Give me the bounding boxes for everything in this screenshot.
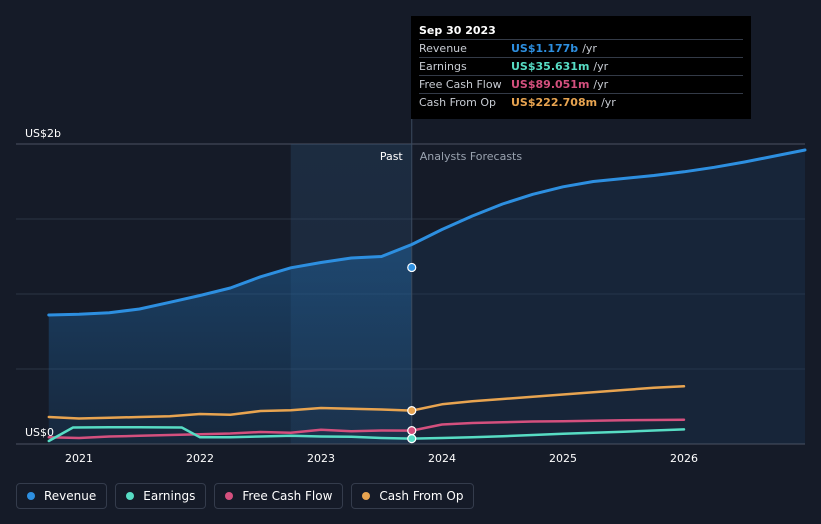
legend-item-earnings[interactable]: Earnings xyxy=(115,483,207,509)
tooltip-label: Cash From Op xyxy=(419,96,497,109)
legend-label: Free Cash Flow xyxy=(242,489,333,503)
tooltip-unit: /yr xyxy=(593,60,609,73)
tooltip-value: US$35.631m xyxy=(511,60,590,73)
series-line-revenue xyxy=(47,148,807,317)
legend-dot-icon xyxy=(126,492,135,500)
x-tick-label: 2023 xyxy=(307,452,335,465)
forecast-label: Analysts Forecasts xyxy=(420,150,523,163)
legend-dot-icon xyxy=(225,492,234,500)
chart-legend: Revenue Earnings Free Cash Flow Cash Fro… xyxy=(16,483,475,509)
tooltip-row-revenue: Revenue US$1.177b /yr xyxy=(419,39,743,57)
x-tick-label: 2021 xyxy=(65,452,93,465)
legend-item-cash-from-op[interactable]: Cash From Op xyxy=(351,483,475,509)
x-tick-label: 2024 xyxy=(428,452,456,465)
x-tick-label: 2025 xyxy=(549,452,577,465)
highlight-point-cash-from-op xyxy=(407,405,417,416)
revenue-past-area xyxy=(48,244,412,444)
series-line-free-cash-flow xyxy=(47,418,686,440)
x-tick-label: 2026 xyxy=(670,452,698,465)
series-line-cash-from-op xyxy=(47,385,686,420)
highlight-point-free-cash-flow xyxy=(407,426,417,436)
y-axis-top-label: US$2b xyxy=(25,127,61,140)
y-axis-bottom-label: US$0 xyxy=(25,426,54,439)
tooltip-unit: /yr xyxy=(601,96,616,109)
tooltip-row-cash-from-op: Cash From Op US$222.708m /yr xyxy=(419,93,743,111)
tooltip-label: Free Cash Flow xyxy=(419,78,502,91)
tooltip-row-earnings: Earnings US$35.631m /yr xyxy=(419,57,743,75)
tooltip-row-free-cash-flow: Free Cash Flow US$89.051m /yr xyxy=(419,75,743,93)
highlight-point-revenue xyxy=(407,262,417,273)
legend-item-free-cash-flow[interactable]: Free Cash Flow xyxy=(214,483,344,509)
tooltip-date: Sep 30 2023 xyxy=(419,24,496,37)
tooltip-unit: /yr xyxy=(582,42,597,55)
tooltip-value: US$89.051m xyxy=(511,78,590,91)
legend-label: Cash From Op xyxy=(379,489,464,503)
legend-label: Revenue xyxy=(44,489,97,503)
highlight-point-earnings xyxy=(407,434,417,444)
chart-tooltip: Sep 30 2023 Revenue US$1.177b /yr Earnin… xyxy=(411,16,751,119)
past-label: Past xyxy=(380,150,404,163)
legend-dot-icon xyxy=(362,492,371,500)
tooltip-value: US$1.177b xyxy=(511,42,579,55)
legend-label: Earnings xyxy=(143,489,196,503)
series-line-earnings xyxy=(47,425,686,443)
tooltip-value: US$222.708m xyxy=(511,96,598,109)
legend-dot-icon xyxy=(27,492,35,500)
tooltip-label: Earnings xyxy=(419,60,467,73)
x-tick-label: 2022 xyxy=(186,452,214,465)
legend-item-revenue[interactable]: Revenue xyxy=(16,483,108,509)
revenue-forecast-area xyxy=(411,150,805,444)
tooltip-unit: /yr xyxy=(593,78,609,91)
tooltip-label: Revenue xyxy=(419,42,467,55)
